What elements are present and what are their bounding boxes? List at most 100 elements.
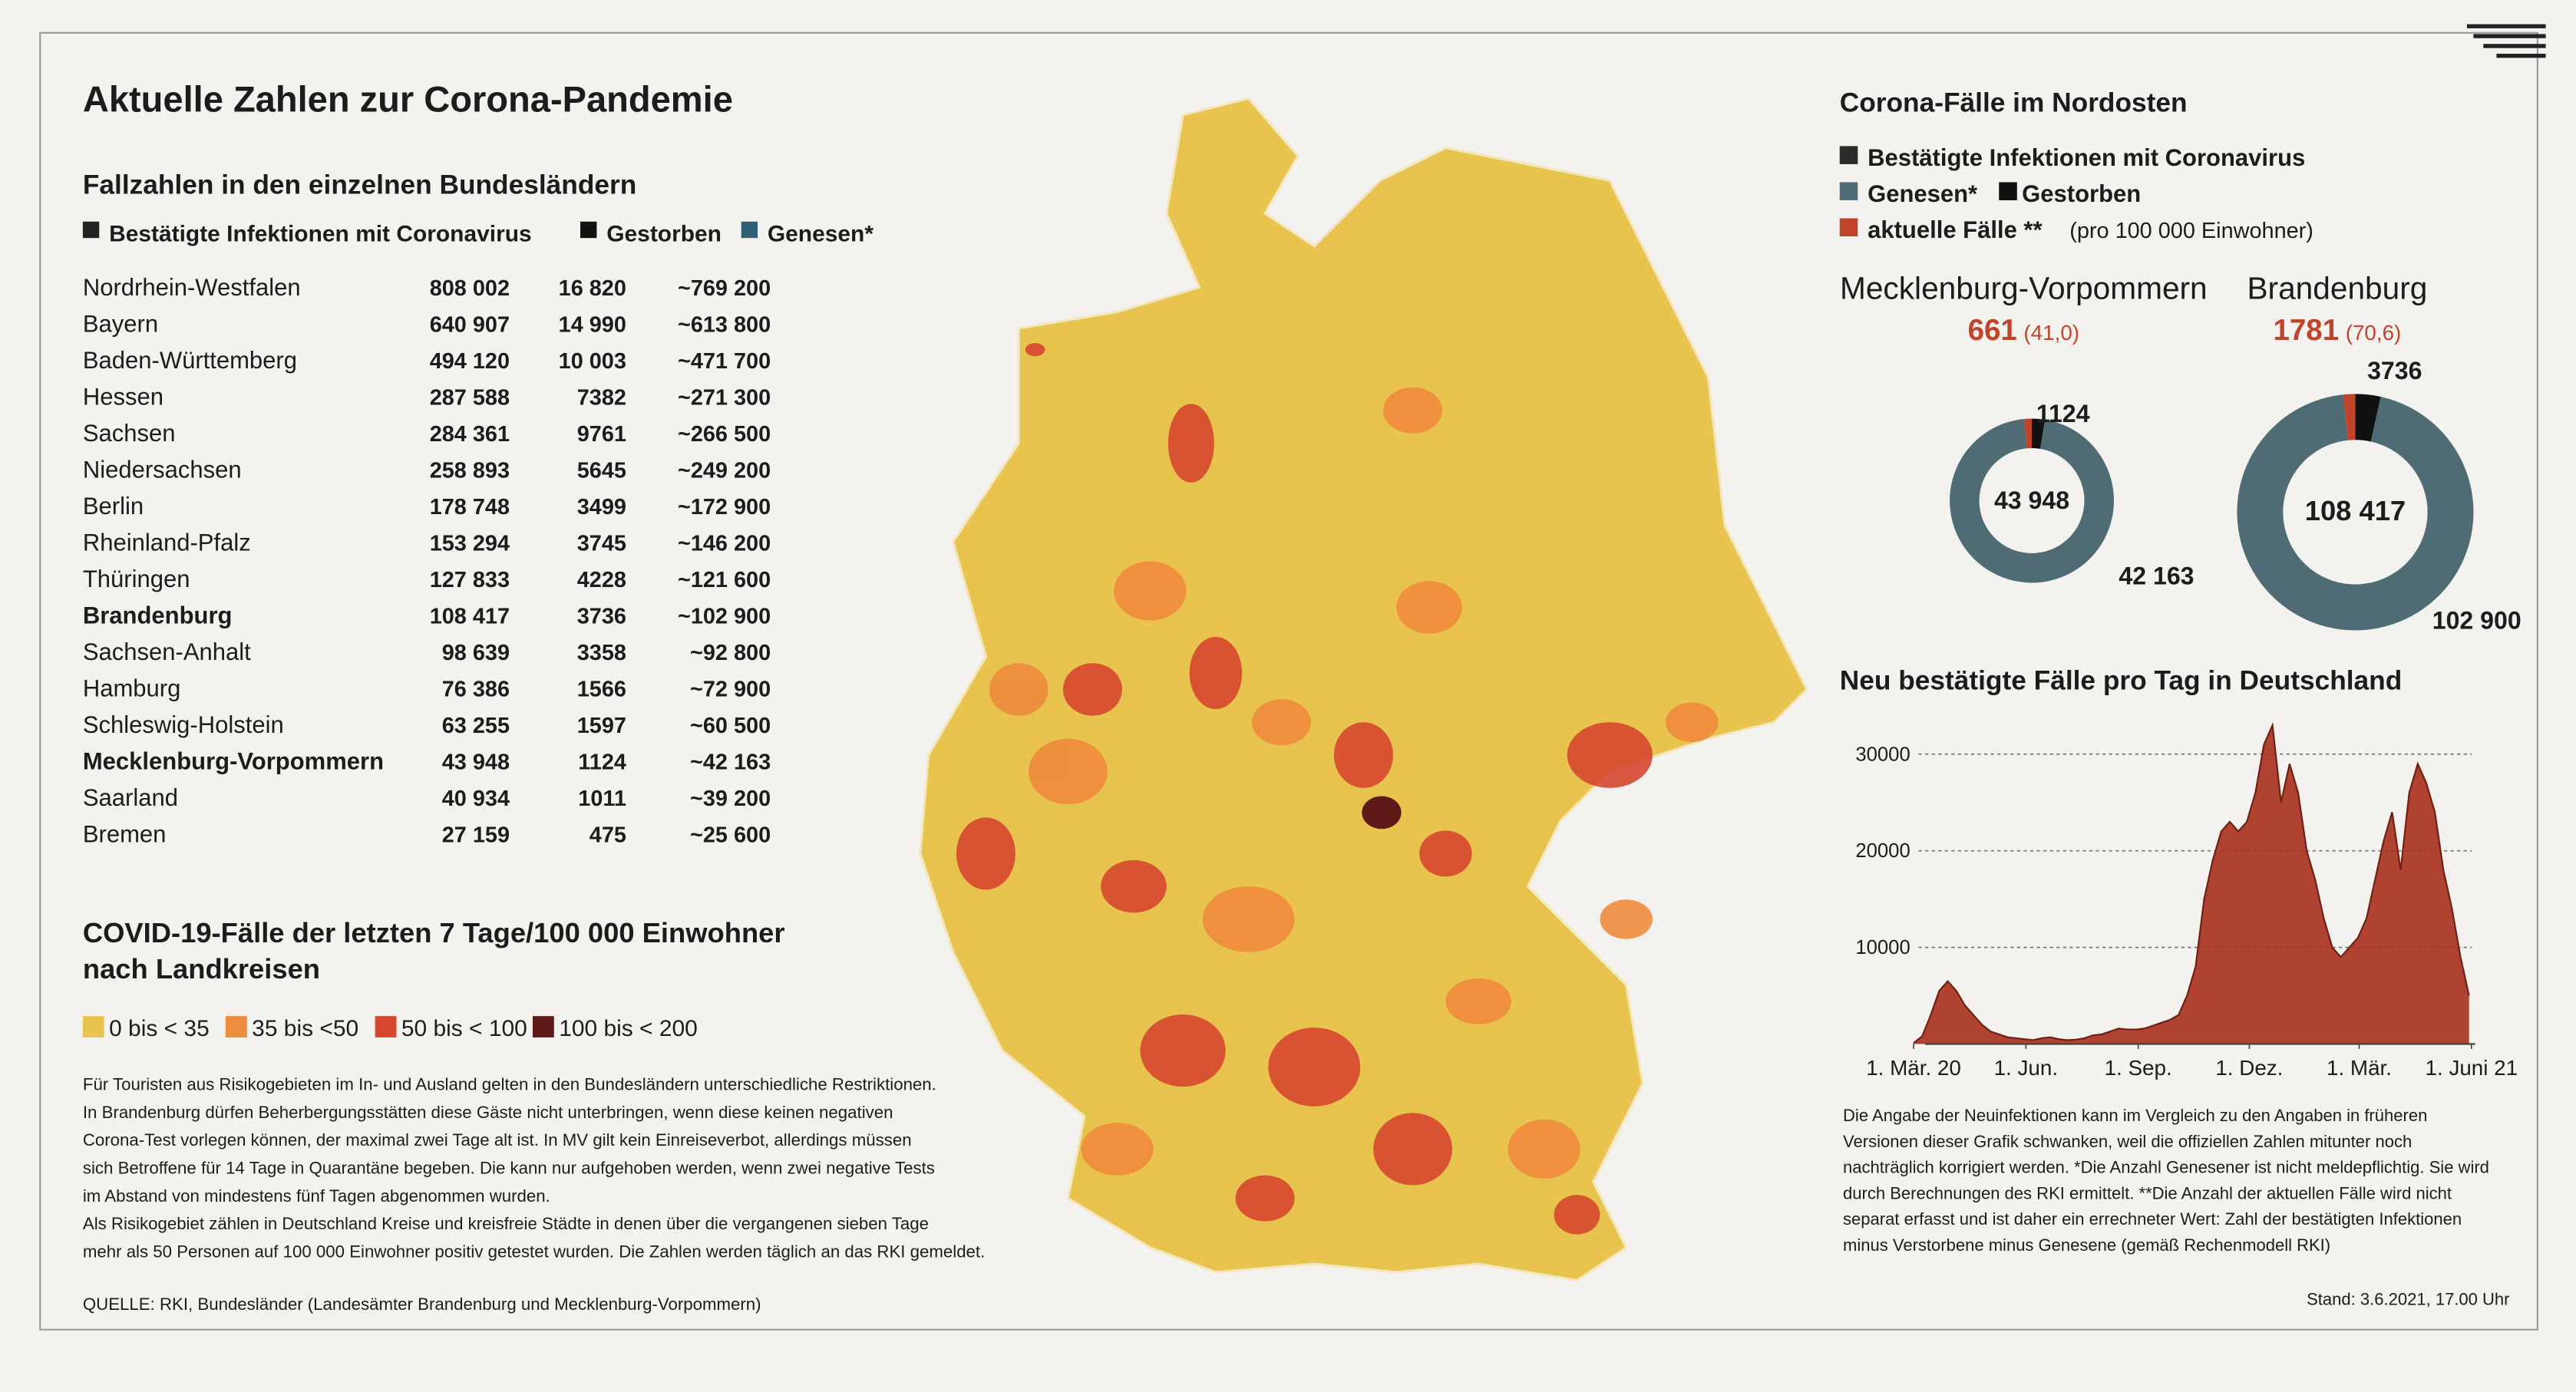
donut-header: 661 (41,0): [1968, 314, 2079, 347]
legend-swatch: [741, 221, 758, 239]
note-line: sich Betroffene für 14 Tage in Quarantän…: [83, 1158, 935, 1177]
state-name: Thüringen: [83, 566, 190, 592]
state-name: Schleswig-Holstein: [83, 711, 284, 738]
note-line: im Abstand von mindestens fünf Tagen abg…: [83, 1186, 550, 1206]
infected-cell: 76 386: [442, 677, 510, 701]
state-name: Bayern: [83, 311, 158, 338]
infected-cell: 40 934: [442, 787, 510, 811]
x-tick-label: 1. Jun.: [1994, 1056, 2058, 1080]
note-line: Corona-Test vorlegen können, der maximal…: [83, 1130, 912, 1150]
state-name: Saarland: [83, 784, 178, 811]
state-name: Nordrhein-Westfalen: [83, 274, 301, 301]
legend-swatch: [1999, 182, 2017, 200]
donut-segment: [1950, 418, 2114, 583]
legend-label: Bestätigte Infektionen mit Coronavirus: [109, 221, 532, 246]
map-legend-label: 50 bis < 100: [401, 1016, 527, 1041]
recovered-cell: ~42 163: [690, 750, 771, 774]
recovered-cell: ~60 500: [690, 714, 771, 738]
source: QUELLE: RKI, Bundesländer (Landesämter B…: [83, 1295, 761, 1314]
state-name: Baden-Württemberg: [83, 347, 297, 374]
y-tick-label: 10000: [1855, 937, 1910, 958]
deaths-cell: 3736: [577, 604, 626, 628]
active-cases-label: 661: [1968, 314, 2017, 347]
donut-header: 1781 (70,6): [2273, 314, 2401, 347]
recovered-cell: ~613 800: [678, 313, 771, 338]
legend-swatch: [1839, 218, 1858, 237]
donut-center-label: 108 417: [2305, 495, 2406, 526]
legend-label: Gestorben: [2022, 180, 2141, 207]
germany-map: [919, 97, 1808, 1282]
infected-cell: 178 748: [430, 495, 510, 520]
y-tick-label: 30000: [1855, 744, 1910, 765]
map-legend-swatch: [375, 1016, 397, 1037]
deaths-cell: 3745: [577, 531, 626, 556]
map-legend-label: 35 bis <50: [252, 1016, 358, 1041]
x-tick-label: 1. Mär.: [2327, 1056, 2392, 1080]
donut-value-label: 3736: [2367, 357, 2422, 384]
legend-swatch: [580, 221, 597, 239]
donut-segment: [2237, 394, 2474, 631]
table-title: Fallzahlen in den einzelnen Bundesländer…: [83, 170, 636, 200]
donut-value-label: 1124: [2036, 400, 2090, 427]
state-name: Brandenburg: [83, 602, 233, 628]
state-name: Hamburg: [83, 675, 181, 701]
recovered-cell: ~39 200: [690, 787, 771, 811]
deaths-cell: 10 003: [559, 349, 626, 374]
donut-segment: [2355, 394, 2381, 442]
map-title: nach Landkreisen: [83, 953, 320, 985]
deaths-cell: 1124: [578, 750, 626, 774]
deaths-cell: 9761: [577, 422, 626, 447]
deaths-cell: 5645: [577, 458, 626, 483]
infected-cell: 287 588: [430, 386, 510, 411]
legend-note: (pro 100 000 Einwohner): [2069, 219, 2313, 243]
state-name: Sachsen: [83, 420, 176, 447]
donut-title: Mecklenburg-Vorpommern: [1840, 270, 2208, 305]
donut-segment: [2032, 418, 2046, 449]
donut-title: Brandenburg: [2247, 270, 2427, 305]
area-fill: [1914, 725, 2469, 1044]
recovered-cell: ~72 900: [690, 677, 771, 701]
recovered-cell: ~471 700: [678, 349, 771, 374]
note-line: Versionen dieser Grafik schwanken, weil …: [1843, 1132, 2412, 1151]
donut-segment: [2023, 418, 2033, 449]
infected-cell: 108 417: [430, 604, 510, 628]
x-tick-label: 1. Dez.: [2215, 1056, 2283, 1080]
deaths-cell: 16 820: [559, 276, 626, 301]
map-legend-swatch: [82, 1016, 104, 1037]
infected-cell: 640 907: [430, 313, 510, 338]
deaths-cell: 3499: [577, 495, 626, 520]
corner-icon: [2466, 24, 2546, 58]
state-name: Sachsen-Anhalt: [83, 638, 251, 665]
infected-cell: 258 893: [430, 458, 510, 483]
deaths-cell: 475: [590, 823, 626, 847]
map-legend-label: 0 bis < 35: [109, 1016, 210, 1041]
recovered-cell: ~249 200: [678, 458, 771, 483]
donut-segment: [2343, 394, 2356, 440]
active-cases-label: 1781: [2273, 314, 2339, 347]
note-line: separat erfasst und ist daher ein errech…: [1843, 1209, 2462, 1229]
deaths-cell: 1011: [578, 787, 626, 811]
recovered-cell: ~102 900: [678, 604, 771, 628]
legend-label: Bestätigte Infektionen mit Coronavirus: [1868, 144, 2305, 171]
legend-swatch: [82, 221, 100, 239]
legend-swatch: [1839, 146, 1858, 164]
recovered-cell: ~769 200: [678, 276, 771, 301]
infected-cell: 808 002: [430, 276, 510, 301]
infected-cell: 43 948: [442, 750, 510, 774]
x-tick-label: 1. Mär. 20: [1866, 1056, 1961, 1080]
recovered-cell: ~146 200: [678, 531, 771, 556]
note-line: Als Risikogebiet zählen in Deutschland K…: [83, 1214, 929, 1233]
infected-cell: 127 833: [430, 568, 510, 592]
legend-label: Genesen*: [768, 221, 874, 246]
deaths-cell: 4228: [577, 568, 626, 592]
state-name: Mecklenburg-Vorpommern: [83, 747, 384, 774]
map-legend-swatch: [225, 1016, 247, 1037]
note-line: minus Verstorbene minus Genesene (gemäß …: [1843, 1235, 2330, 1255]
deaths-cell: 3358: [577, 641, 626, 665]
note-line: mehr als 50 Personen auf 100 000 Einwohn…: [83, 1242, 985, 1262]
main-title: Aktuelle Zahlen zur Corona-Pandemie: [83, 78, 733, 119]
x-tick-label: 1. Juni 21: [2426, 1056, 2518, 1080]
incidence-label: (41,0): [2023, 321, 2079, 345]
note-line: In Brandenburg dürfen Beherbergungsstätt…: [83, 1103, 893, 1122]
